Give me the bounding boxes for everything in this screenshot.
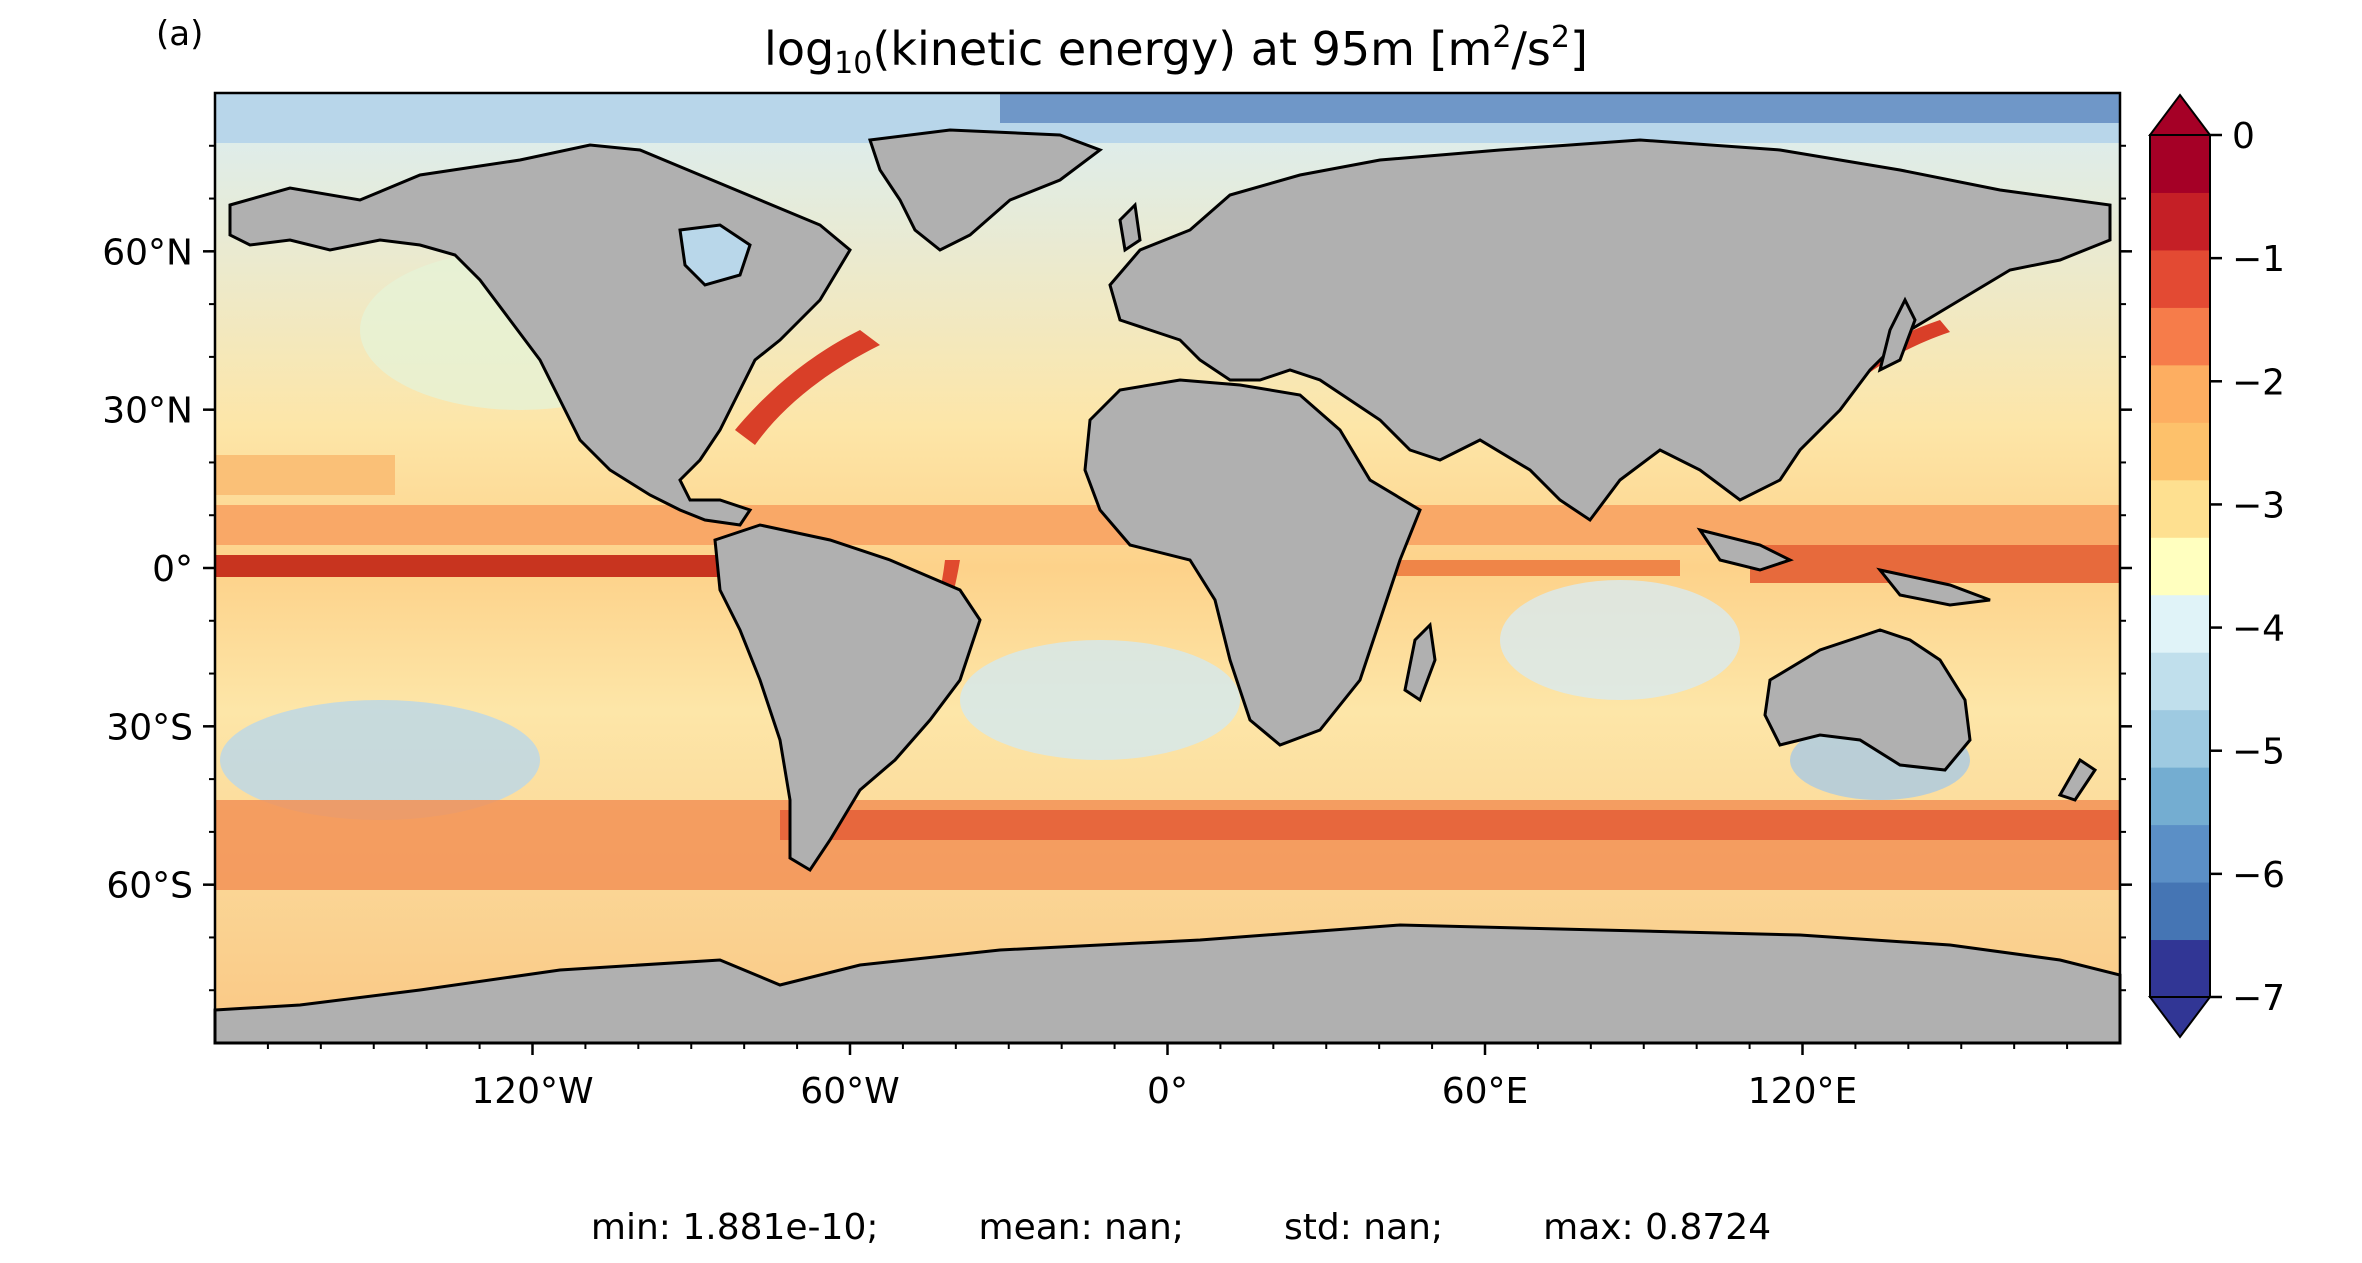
panel-label: (a): [156, 14, 204, 54]
africa: [1083, 378, 1422, 747]
colorbar-tick-label: −2: [2232, 362, 2285, 403]
stat-std: std: nan;: [1284, 1207, 1444, 1248]
lon-tick-label: 60°E: [1442, 1071, 1529, 1112]
greenland: [867, 128, 1104, 252]
colorbar-segment: [2150, 135, 2210, 193]
colorbar-tick-label: −7: [2232, 978, 2285, 1019]
stats-line: min: 1.881e-10; mean: nan; std: nan; max: 0…: [0, 1207, 2362, 1248]
colorbar-segment: [2150, 594, 2210, 653]
lat-tick-label: 0°: [152, 549, 193, 590]
colorbar-segment: [2150, 422, 2210, 481]
lat-tick-label: 60°S: [106, 866, 193, 907]
lon-tick-label: 120°E: [1748, 1071, 1857, 1112]
latitude-axis: 60°N 30°N 0° 30°S 60°S: [102, 144, 2132, 992]
madagascar: [1403, 621, 1437, 703]
south-america: [713, 523, 982, 873]
lon-tick-label: 60°W: [800, 1071, 899, 1112]
colorbar-segment: [2150, 192, 2210, 251]
new-guinea: [1876, 567, 1991, 607]
colorbar-tick-label: −1: [2232, 239, 2285, 280]
colorbar-segment: [2150, 307, 2210, 366]
lat-tick-label: 30°S: [106, 707, 193, 748]
colorbar-frame: [2149, 134, 2211, 998]
lat-tick-label: 60°N: [102, 232, 193, 273]
stat-max: max: 0.8724: [1543, 1207, 1772, 1248]
colorbar-segment: [2150, 479, 2210, 538]
map-title: log10(kinetic energy) at 95m [m2/s2]: [764, 20, 1588, 81]
colorbar-tick-label: −6: [2232, 855, 2285, 896]
eurasia: [1108, 138, 2112, 523]
colorbar-tick-label: −3: [2232, 485, 2285, 526]
colorbar: 0 −1 −2 −3 −4 −5 −6 −7: [2148, 93, 2285, 1039]
uk: [1118, 201, 1142, 253]
colorbar-tick-label: 0: [2232, 116, 2255, 157]
colorbar-segment: [2150, 364, 2210, 423]
colorbar-segment: [2150, 824, 2210, 883]
hudson-bay: [678, 223, 752, 287]
stat-mean: mean: nan;: [978, 1207, 1185, 1248]
land-masses: [213, 128, 2122, 1045]
indonesia: [1696, 527, 1794, 572]
colorbar-segment: [2150, 939, 2210, 998]
colorbar-tick-label: −5: [2232, 732, 2285, 773]
stat-min: min: 1.881e-10;: [590, 1207, 879, 1248]
colorbar-extend-max: [2148, 93, 2212, 136]
japan: [1877, 296, 1917, 373]
colorbar-tick-label: −4: [2232, 609, 2285, 650]
colorbar-segment: [2150, 652, 2210, 711]
colorbar-segment: [2150, 537, 2210, 596]
lon-tick-label: 0°: [1147, 1071, 1188, 1112]
colorbar-segment: [2150, 882, 2210, 941]
colorbar-segment: [2150, 249, 2210, 308]
colorbar-extend-min: [2148, 996, 2212, 1039]
lon-tick-label: 120°W: [471, 1071, 593, 1112]
colorbar-segment: [2150, 709, 2210, 768]
colorbar-segment: [2150, 767, 2210, 826]
lat-tick-label: 30°N: [102, 391, 193, 432]
new-zealand: [2057, 757, 2098, 802]
longitude-axis: 120°W 60°W 0° 60°E 120°E: [266, 1043, 2069, 1112]
australia: [1763, 628, 1972, 772]
